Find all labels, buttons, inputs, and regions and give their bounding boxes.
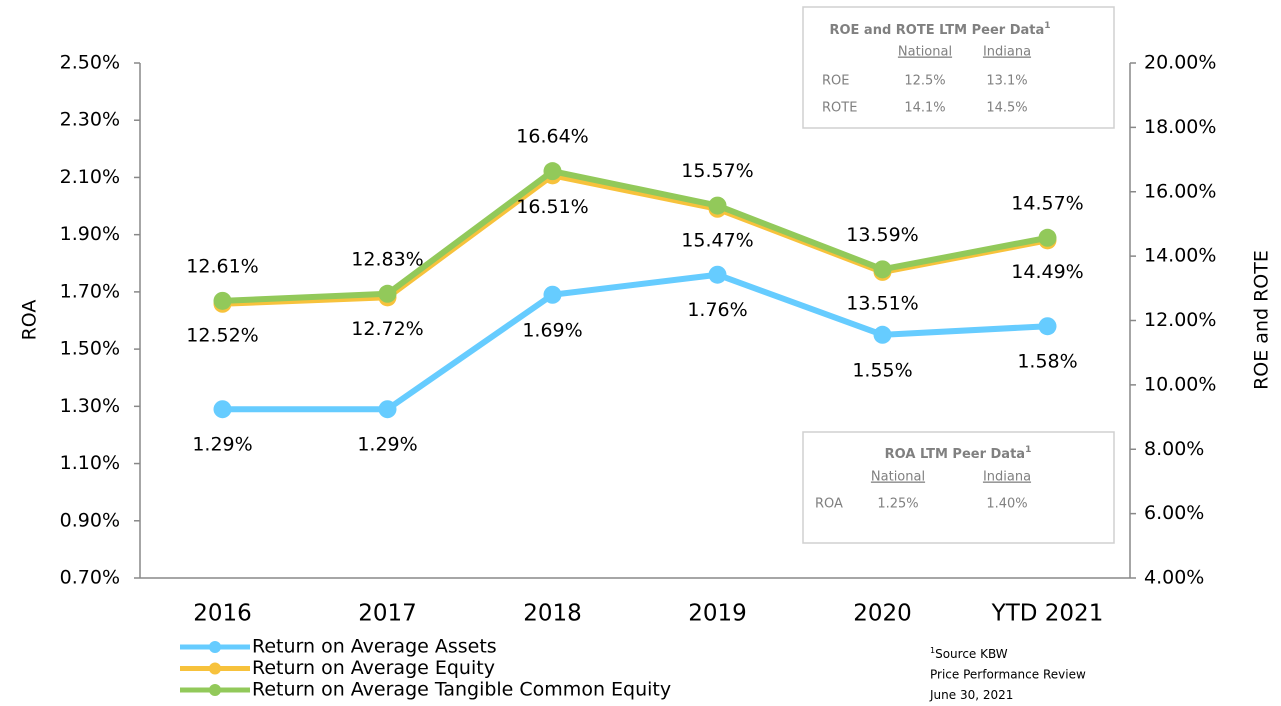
point [213,400,232,419]
x-tick-label: 2019 [688,601,747,627]
data-label: 15.57% [681,160,753,182]
table-title-text: ROE and ROTE LTM Peer Data [829,23,1044,38]
data-label: 13.59% [846,224,918,246]
x-tick-label: 2020 [853,601,912,627]
point [873,260,892,279]
series-line [222,168,1049,304]
peer-box [802,6,1115,129]
data-label: 12.52% [186,324,258,346]
point [708,196,727,215]
note-mark: 1 [1044,21,1050,31]
y-tick-label: 2.50% [60,52,120,74]
y-tick-label: 0.70% [60,567,120,589]
footnote-text: June 30, 2021 [929,688,1013,702]
data-label: 1.29% [192,434,252,456]
data-label: 12.72% [351,318,423,340]
table-cell: 12.5% [904,74,945,89]
y2-axis-label: ROE and ROTE [1251,250,1273,390]
data-label: 14.57% [1011,192,1083,214]
y2-tick-label: 6.00% [1144,502,1204,524]
y-tick-label: 1.70% [60,280,120,302]
point [1038,317,1057,336]
table-cell: 14.1% [904,101,945,116]
point [378,400,397,419]
row-label: ROE [822,74,849,89]
legend-marker [209,662,221,675]
footnote: 1Source KBW [930,646,1008,661]
data-label: 1.58% [1017,351,1077,373]
data-label: 16.64% [516,126,588,148]
column-header: Indiana [983,45,1031,60]
y-axis-label: ROA [19,300,41,341]
x-tick-label: 2018 [523,601,582,627]
column-header: National [871,470,925,485]
point [708,265,727,284]
data-label: 13.51% [846,292,918,314]
footnote: Price Performance Review [930,667,1086,681]
y2-tick-label: 10.00% [1144,373,1216,395]
data-label: 12.83% [351,248,423,270]
table-cell: 1.40% [986,497,1027,512]
table-cell: 13.1% [986,74,1027,89]
data-label: 16.51% [516,196,588,218]
column-header: Indiana [983,470,1031,485]
data-label: 1.29% [357,434,417,456]
note-mark: 1 [1025,445,1031,455]
y-tick-label: 0.90% [60,509,120,531]
legend-marker [209,684,221,696]
legend-label: Return on Average Tangible Common Equity [252,679,671,701]
y2-tick-label: 16.00% [1144,180,1216,202]
data-label: 1.69% [522,319,582,341]
point [543,162,562,181]
data-label: 15.47% [681,229,753,251]
point [378,284,397,303]
data-label: 1.55% [852,359,912,381]
x-tick-label: 2016 [193,601,252,627]
y-tick-label: 2.30% [60,109,120,131]
y2-tick-label: 20.00% [1144,52,1216,74]
series-line [222,271,1048,413]
y2-tick-label: 14.00% [1144,245,1216,267]
data-label: 1.76% [687,299,747,321]
point [543,285,562,304]
y-tick-label: 1.30% [60,395,120,417]
y-tick-label: 1.10% [60,452,120,474]
row-label: ROTE [822,101,857,116]
x-tick-label: YTD 2021 [991,601,1104,627]
table-cell: 14.5% [986,101,1027,116]
legend-label: Return on Average Equity [252,657,495,679]
table-title: ROE and ROTE LTM Peer Data1 [829,21,1050,38]
x-tick-label: 2017 [358,601,417,627]
column-header: National [898,45,952,60]
table-title-text: ROA LTM Peer Data [885,447,1025,462]
point [213,291,232,310]
point [1038,228,1057,247]
footnote: June 30, 2021 [929,688,1013,702]
legend-marker [209,641,221,653]
row-label: ROA [815,497,843,512]
y2-tick-label: 12.00% [1144,309,1216,331]
y-tick-label: 1.90% [60,223,120,245]
y2-tick-label: 4.00% [1144,567,1204,589]
table-title: ROA LTM Peer Data1 [885,445,1032,462]
y-tick-label: 2.10% [60,166,120,188]
footnote-text: Source KBW [935,647,1008,661]
note-mark: 1 [930,646,935,655]
point [873,325,892,344]
data-label: 12.61% [186,255,258,277]
data-label: 14.49% [1011,261,1083,283]
peer-box [802,431,1115,544]
y-tick-label: 1.50% [60,338,120,360]
y2-tick-label: 8.00% [1144,438,1204,460]
legend-label: Return on Average Assets [252,636,497,658]
footnote-text: Price Performance Review [930,667,1086,681]
y2-tick-label: 18.00% [1144,116,1216,138]
table-cell: 1.25% [877,497,918,512]
